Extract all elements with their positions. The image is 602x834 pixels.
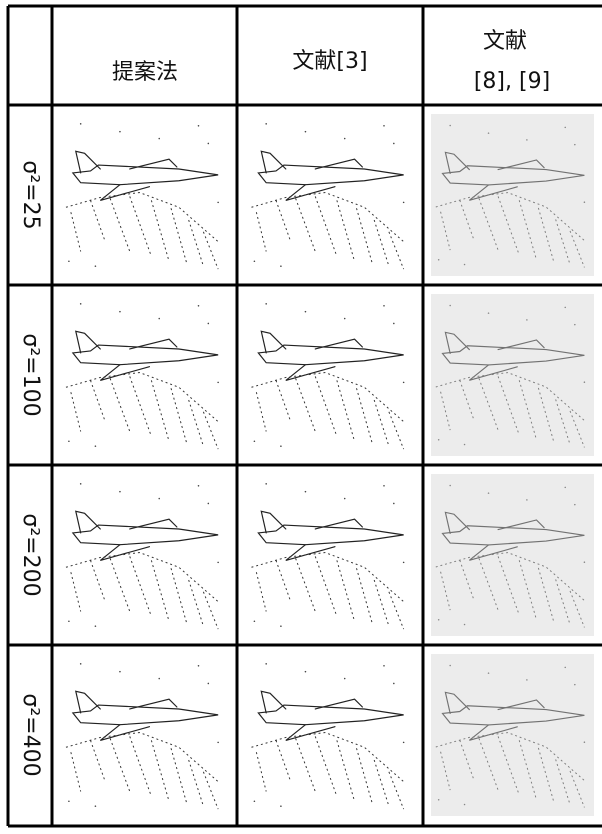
row-header: σ²=100 <box>18 333 43 416</box>
comparison-figure: 提案法 文献[3] 文献 [8], [9] σ²=25 σ²=100 σ²=200 σ… <box>0 0 602 834</box>
image-background <box>431 474 594 636</box>
edge-image <box>66 303 219 449</box>
edge-image <box>66 483 219 629</box>
edge-image <box>66 123 219 269</box>
edge-image <box>251 303 404 449</box>
image-background <box>431 114 594 276</box>
edge-image <box>251 123 404 269</box>
edge-image <box>251 483 404 629</box>
column-header: 文献[3] <box>292 49 367 74</box>
row-header: σ²=200 <box>18 513 43 596</box>
column-header-line: 文献 <box>483 29 527 54</box>
image-background <box>431 294 594 456</box>
edge-image <box>251 663 404 809</box>
row-header: σ²=400 <box>18 693 43 776</box>
column-header: 提案法 <box>112 60 178 85</box>
column-header-line: [8], [9] <box>474 69 550 94</box>
row-header: σ²=25 <box>18 160 43 229</box>
edge-image <box>66 663 219 809</box>
image-background <box>431 654 594 816</box>
